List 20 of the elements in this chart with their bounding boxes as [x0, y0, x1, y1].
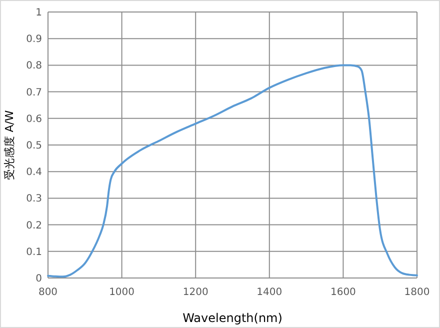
- y-tick-label: 0.5: [26, 140, 42, 152]
- y-tick-label: 0: [36, 274, 42, 284]
- y-tick-label: 1: [36, 8, 42, 18]
- y-tick-label: 0.9: [26, 34, 42, 46]
- y-tick-label: 0.7: [26, 87, 42, 98]
- x-tick-label: 1000: [109, 287, 135, 298]
- y-tick-label: 0.4: [26, 167, 42, 178]
- x-axis-title: Wavelength(nm): [182, 311, 282, 325]
- x-tick-label: 1600: [330, 287, 356, 298]
- y-axis-title: 受光感度 A/W: [3, 110, 16, 180]
- y-tick-label: 0.2: [26, 220, 42, 232]
- line-series: [47, 64, 418, 278]
- x-tick-label: 1800: [404, 287, 430, 298]
- x-tick-label: 1200: [182, 287, 208, 298]
- x-tick-label: 800: [38, 287, 58, 298]
- y-tick-label: 0.1: [26, 246, 42, 258]
- y-tick-label: 0.3: [26, 194, 42, 205]
- y-tick-label: 0.8: [26, 60, 42, 72]
- y-tick-label: 0.6: [26, 114, 42, 125]
- x-tick-label: 1400: [256, 287, 282, 298]
